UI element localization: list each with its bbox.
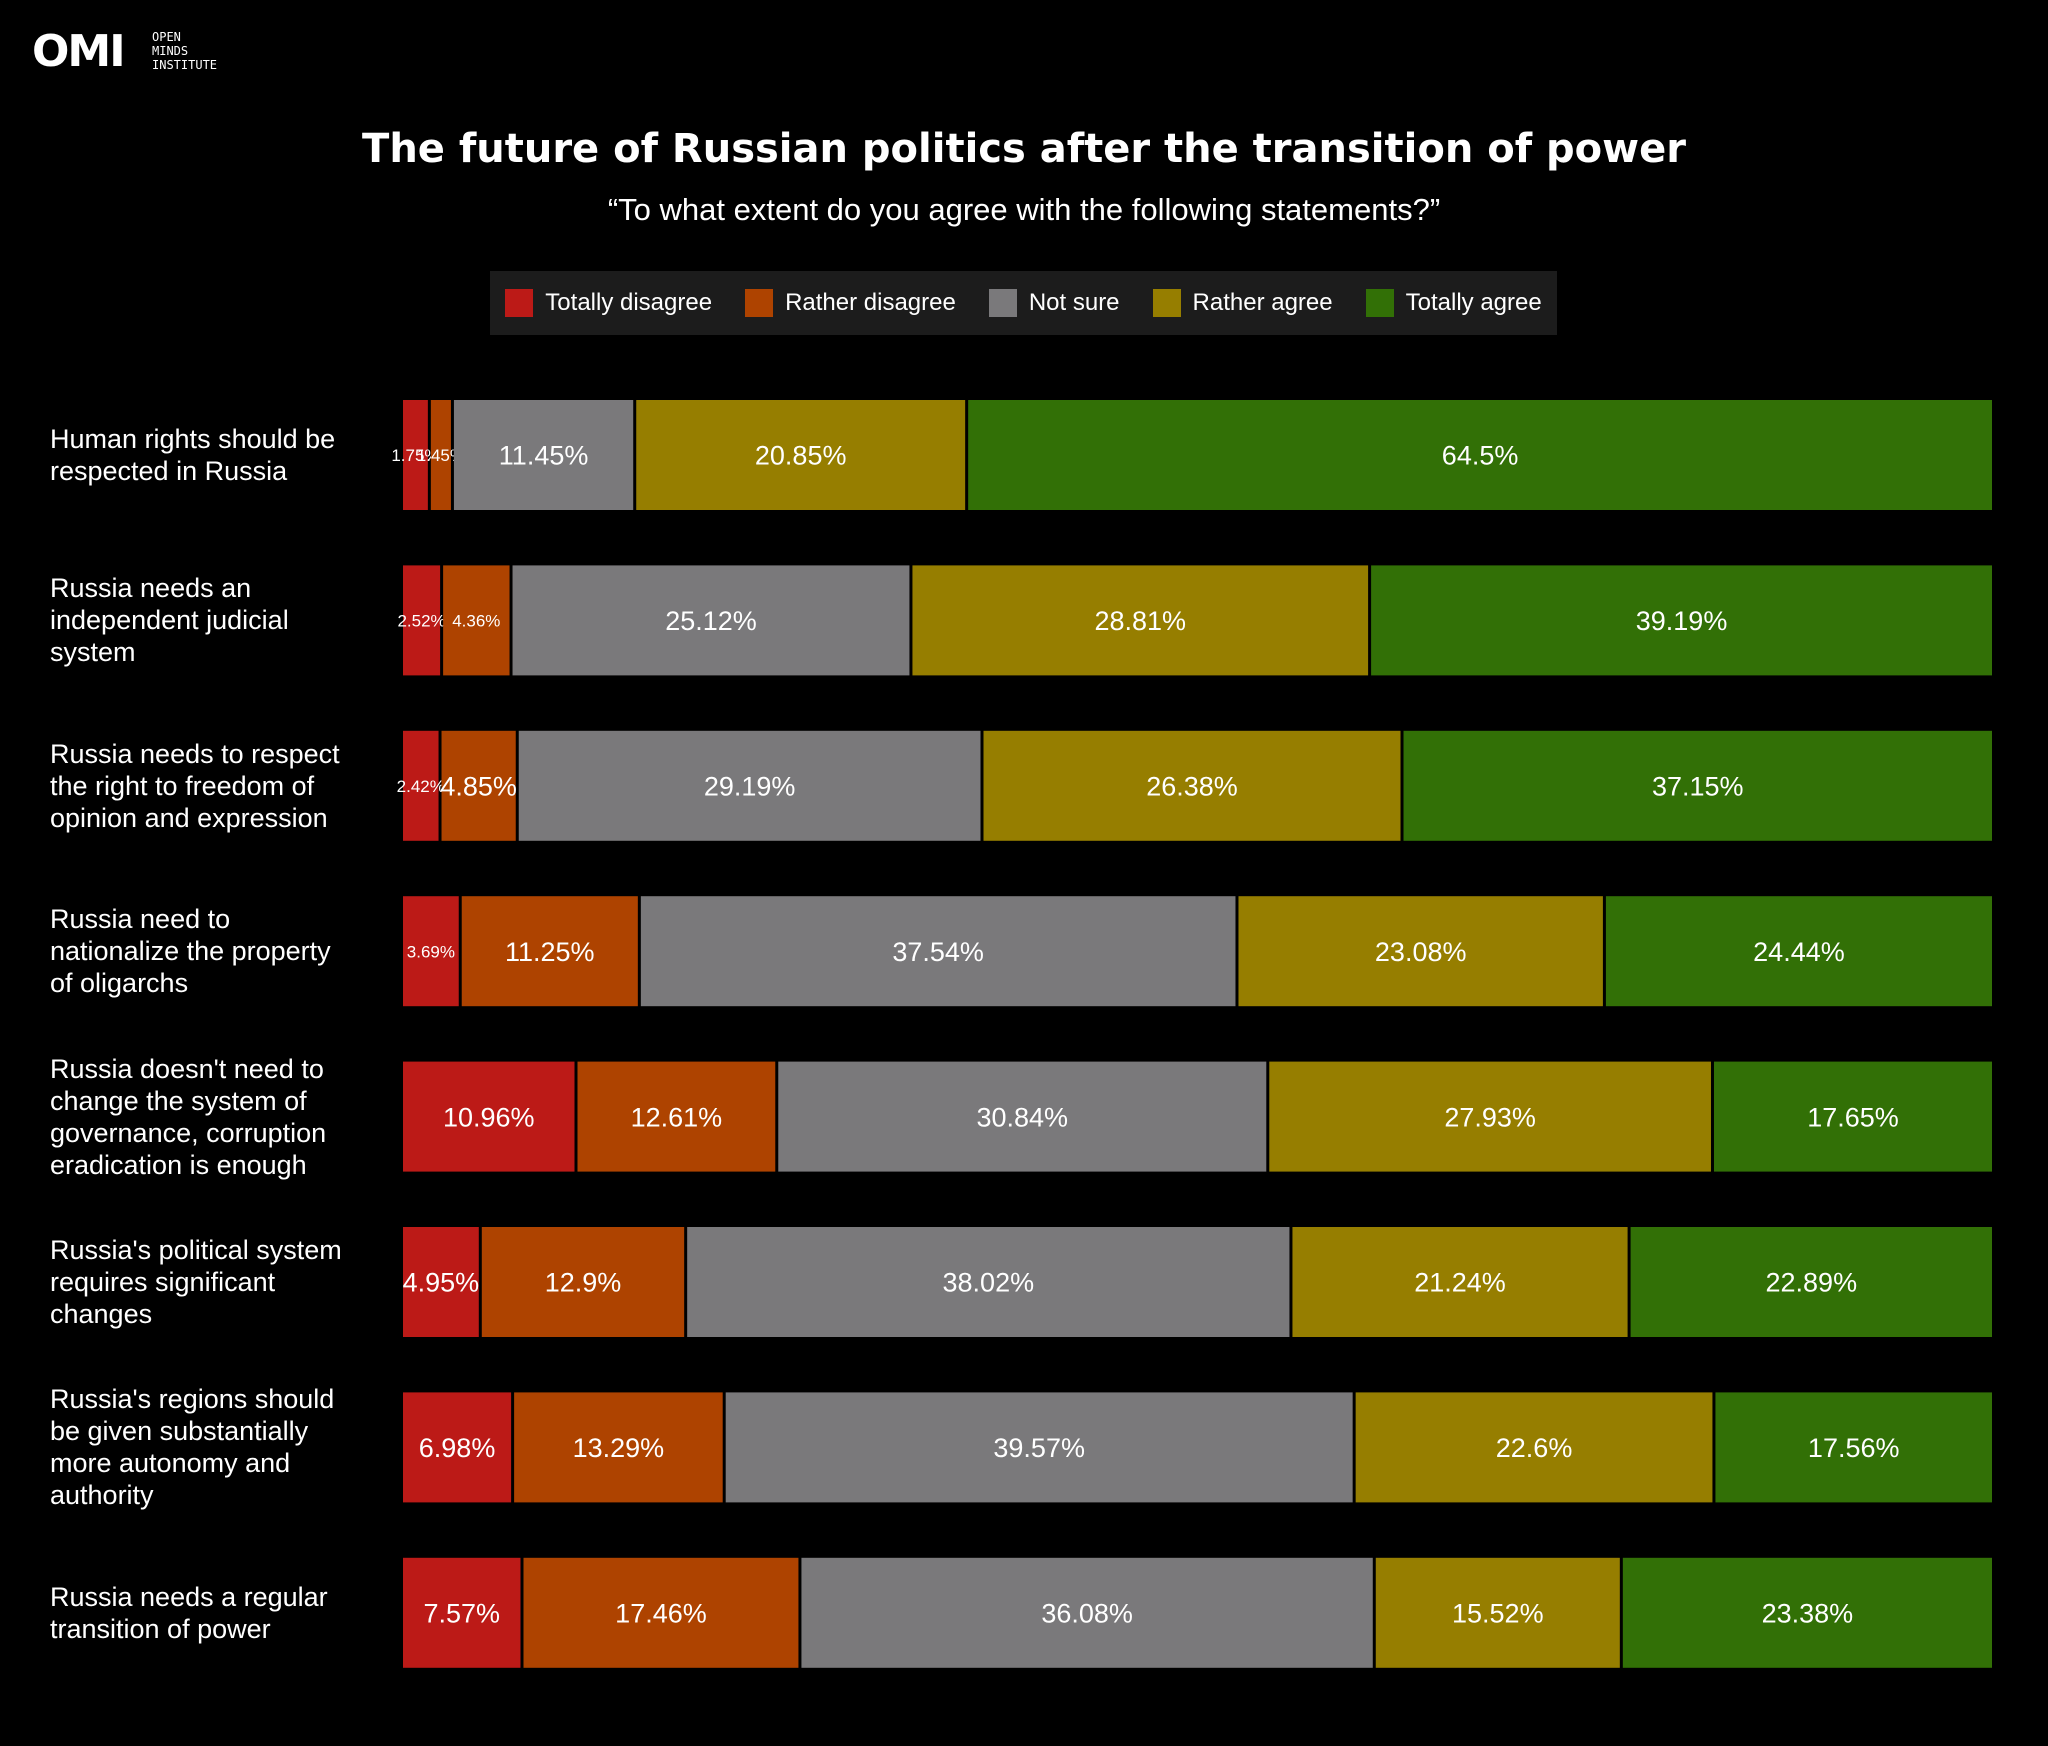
data-label: 23.08% — [1375, 937, 1467, 967]
data-label: 29.19% — [704, 772, 796, 802]
data-label: 20.85% — [755, 441, 847, 471]
data-label: 17.65% — [1807, 1102, 1899, 1132]
data-label: 13.29% — [573, 1433, 665, 1463]
data-label: 22.6% — [1496, 1433, 1573, 1463]
data-label: 12.9% — [545, 1268, 622, 1298]
data-label: 17.46% — [615, 1599, 707, 1629]
data-label: 4.95% — [403, 1268, 480, 1298]
data-label: 25.12% — [665, 606, 757, 636]
data-label: 64.5% — [1442, 441, 1519, 471]
data-label: 4.36% — [452, 612, 500, 631]
data-label: 21.24% — [1414, 1268, 1506, 1298]
data-label: 11.45% — [499, 441, 589, 471]
data-label: 2.52% — [397, 612, 445, 631]
data-label: 10.96% — [443, 1102, 535, 1132]
data-label: 37.54% — [892, 937, 984, 967]
data-label: 30.84% — [976, 1102, 1068, 1132]
data-label: 37.15% — [1652, 772, 1744, 802]
data-label: 36.08% — [1041, 1599, 1133, 1629]
data-label: 11.25% — [505, 937, 595, 967]
data-label: 22.89% — [1766, 1268, 1858, 1298]
data-label: 15.52% — [1452, 1599, 1544, 1629]
stacked-bar-chart: 1.75%1.45% 11.45% 20.85% 64.5%2.52% 4.36% 25.… — [0, 0, 2048, 1746]
data-label: 24.44% — [1753, 937, 1845, 967]
data-label: 23.38% — [1762, 1599, 1854, 1629]
data-label: 3.69% — [407, 942, 455, 961]
data-label: 17.56% — [1808, 1433, 1900, 1463]
data-label: 2.42% — [397, 777, 445, 796]
data-label: 39.19% — [1636, 606, 1728, 636]
data-label: 6.98% — [419, 1433, 496, 1463]
data-label: 27.93% — [1444, 1102, 1536, 1132]
data-label: 38.02% — [943, 1268, 1035, 1298]
data-label: 28.81% — [1094, 606, 1186, 636]
data-label: 7.57% — [423, 1599, 500, 1629]
data-label: 39.57% — [993, 1433, 1085, 1463]
data-label: 12.61% — [631, 1102, 723, 1132]
data-label: 4.85% — [440, 772, 517, 802]
data-label: 26.38% — [1146, 772, 1238, 802]
